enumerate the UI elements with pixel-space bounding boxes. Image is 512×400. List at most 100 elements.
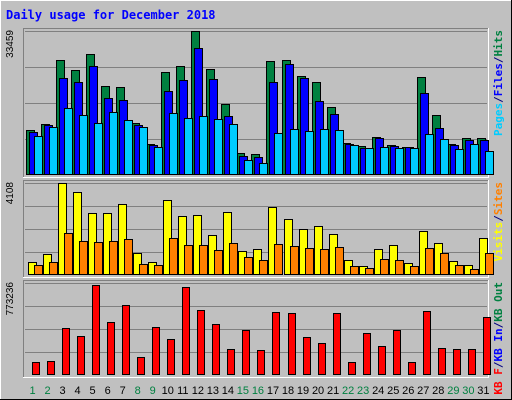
bar-files-day-12 — [194, 48, 203, 175]
bar-pages-day-11 — [184, 118, 193, 175]
x-axis-tick-labels: 1 2 3 4 5 6 7 8 9 10 11 12 13 14 15 16 17 18 19 20 21 22 23 24 2… — [29, 385, 489, 397]
bar-kb-f-day-18 — [288, 313, 296, 375]
series-kb-f — [32, 285, 491, 375]
bar-pages-day-14 — [229, 124, 238, 175]
bar-kb-f-day-29 — [453, 349, 461, 375]
bar-sites-day-24 — [380, 259, 389, 275]
bar-kb-f-day-13 — [212, 324, 220, 375]
bar-sites-day-17 — [274, 244, 283, 275]
bar-pages-day-1 — [34, 136, 43, 175]
x-tick-label-day-12: 12 — [192, 385, 204, 397]
x-tick-label-day-24: 24 — [372, 385, 384, 397]
legend-item-0: KB F — [492, 368, 505, 395]
bar-pages-day-8 — [139, 127, 148, 175]
x-tick-label-day-10: 10 — [162, 385, 174, 397]
x-tick-label-day-23: 23 — [357, 385, 369, 397]
bar-visits-day-10 — [163, 200, 172, 275]
bar-pages-day-30 — [470, 144, 479, 175]
bar-kb-f-day-31 — [483, 317, 491, 375]
bar-sites-day-28 — [440, 253, 449, 275]
x-tick-label-day-18: 18 — [282, 385, 294, 397]
panel-top-legend: Pages/Files/Hits — [492, 30, 505, 136]
panel-bottom-max-label: 773236 — [5, 282, 16, 316]
bar-sites-day-20 — [320, 249, 329, 275]
legend-item-4: KB Out — [492, 282, 505, 322]
bar-kb-f-day-24 — [378, 346, 386, 375]
bar-kb-f-day-8 — [137, 357, 145, 375]
bar-sites-day-22 — [350, 266, 359, 275]
bar-sites-day-26 — [410, 266, 419, 275]
x-tick-label-day-17: 17 — [267, 385, 279, 397]
chart-title: Daily usage for December 2018 — [6, 8, 216, 22]
bar-kb-f-day-12 — [197, 310, 205, 375]
x-tick-label-day-15: 15 — [237, 385, 249, 397]
x-tick-label-day-29: 29 — [447, 385, 459, 397]
bar-pages-day-22 — [350, 145, 359, 175]
bar-sites-day-2 — [49, 262, 58, 275]
x-tick-label-day-19: 19 — [297, 385, 309, 397]
x-tick-label-day-11: 11 — [177, 385, 188, 397]
bar-kb-f-day-22 — [348, 362, 356, 375]
bar-sites-day-12 — [199, 245, 208, 275]
x-tick-label-day-5: 5 — [90, 385, 96, 397]
bar-sites-day-23 — [365, 268, 374, 275]
x-tick-label-day-25: 25 — [387, 385, 399, 397]
legend-item-4: Hits — [492, 30, 505, 57]
bar-visits-day-3 — [58, 183, 67, 275]
bar-pages-day-25 — [395, 148, 404, 175]
bar-kb-f-day-16 — [257, 350, 265, 375]
bar-pages-day-24 — [380, 147, 389, 175]
x-tick-label-day-8: 8 — [135, 385, 141, 397]
bar-sites-day-30 — [470, 269, 479, 275]
bar-kb-f-day-28 — [438, 348, 446, 375]
x-tick-label-day-9: 9 — [150, 385, 156, 397]
bar-kb-f-day-5 — [92, 285, 100, 375]
bar-kb-f-day-6 — [107, 322, 115, 375]
legend-item-0: Visits — [492, 222, 505, 262]
bar-pages-day-10 — [169, 113, 178, 175]
legend-item-2: Files — [492, 63, 505, 96]
x-tick-label-day-27: 27 — [417, 385, 429, 397]
bar-kb-f-day-20 — [318, 343, 326, 375]
bar-kb-f-day-25 — [393, 330, 401, 375]
legend-item-3: / — [492, 56, 505, 63]
bar-sites-day-8 — [139, 264, 148, 275]
bar-pages-day-29 — [455, 149, 464, 175]
bar-pages-day-18 — [290, 129, 299, 175]
bar-files-day-18 — [285, 64, 294, 175]
bar-visits-day-4 — [73, 192, 82, 275]
bar-sites-day-29 — [455, 265, 464, 275]
bar-kb-f-day-21 — [333, 313, 341, 375]
bar-kb-f-day-19 — [303, 337, 311, 375]
chart-panels: 33459Pages/Files/Hits4108Visits/Sites773… — [5, 28, 505, 395]
x-tick-label-day-6: 6 — [105, 385, 111, 397]
x-tick-label-day-1: 1 — [29, 385, 35, 397]
bar-files-day-17 — [269, 82, 278, 175]
bar-sites-day-18 — [290, 246, 299, 275]
bar-pages-day-31 — [485, 151, 494, 175]
bar-sites-day-27 — [425, 248, 434, 275]
series-pages — [34, 108, 494, 175]
bar-kb-f-day-3 — [62, 328, 70, 375]
bar-sites-day-25 — [395, 260, 404, 275]
x-tick-label-day-13: 13 — [207, 385, 219, 397]
legend-item-2: KB In — [492, 328, 505, 361]
bar-pages-day-17 — [274, 133, 283, 175]
bar-sites-day-3 — [64, 233, 73, 275]
series-files — [29, 48, 489, 175]
bar-sites-day-16 — [259, 260, 268, 275]
bar-visits-day-17 — [268, 207, 277, 275]
bar-pages-day-28 — [440, 139, 449, 175]
bar-pages-day-26 — [410, 148, 419, 175]
bar-kb-f-day-26 — [408, 362, 416, 375]
bar-files-day-5 — [89, 66, 98, 175]
x-tick-label-day-3: 3 — [59, 385, 65, 397]
legend-item-3: / — [492, 321, 505, 328]
bar-pages-day-12 — [199, 116, 208, 175]
bar-pages-day-6 — [109, 112, 118, 175]
bar-pages-day-23 — [365, 148, 374, 175]
bar-sites-day-1 — [34, 265, 43, 275]
x-tick-label-day-2: 2 — [44, 385, 50, 397]
bar-pages-day-27 — [425, 134, 434, 175]
